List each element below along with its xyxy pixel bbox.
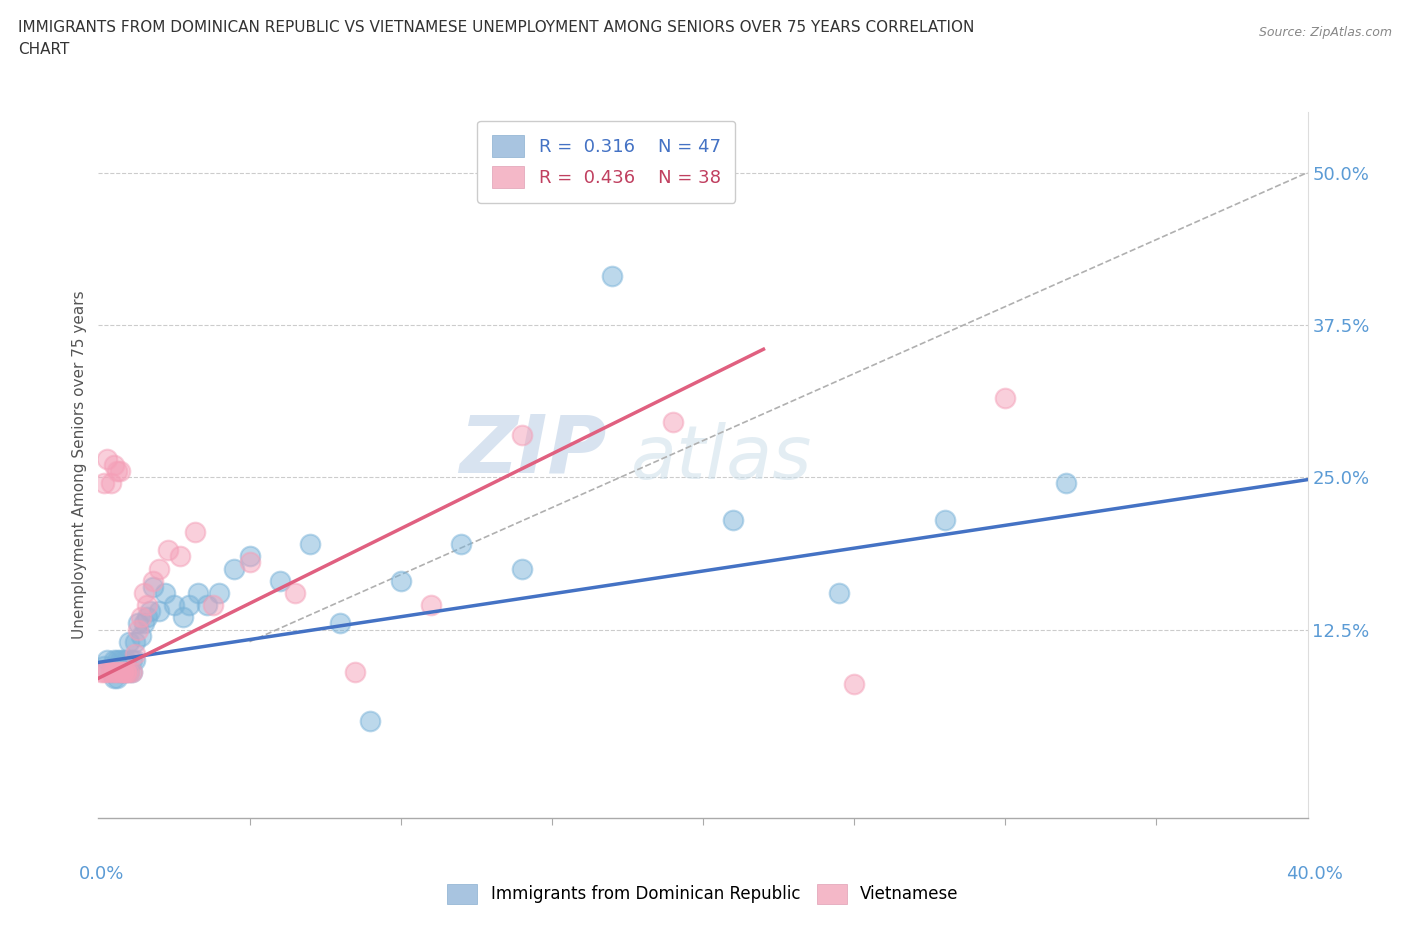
Point <box>1054 476 1077 491</box>
Text: ZIP: ZIP <box>458 412 606 490</box>
Point <box>184 525 207 539</box>
Point <box>224 561 246 576</box>
Legend: R =  0.316    N = 47, R =  0.436    N = 38: R = 0.316 N = 47, R = 0.436 N = 38 <box>478 121 735 203</box>
Point <box>103 653 125 668</box>
Point <box>208 586 231 601</box>
Point <box>111 665 134 680</box>
Point <box>90 665 112 680</box>
Point <box>187 586 209 601</box>
Point <box>100 665 122 680</box>
Point <box>132 586 155 601</box>
Point <box>114 665 136 680</box>
Point <box>100 665 122 680</box>
Point <box>299 537 322 551</box>
Point <box>344 665 367 680</box>
Point <box>105 665 128 680</box>
Point <box>360 713 382 728</box>
Point <box>108 665 131 680</box>
Point <box>121 665 143 680</box>
Point <box>142 579 165 594</box>
Point <box>105 464 128 479</box>
Point <box>93 665 115 680</box>
Point <box>994 391 1017 405</box>
Point <box>389 573 412 588</box>
Point <box>153 586 176 601</box>
Point <box>118 634 141 649</box>
Point <box>96 665 118 680</box>
Point <box>124 634 146 649</box>
Point <box>661 415 683 430</box>
Point <box>127 622 149 637</box>
Text: atlas: atlas <box>630 422 811 494</box>
Point <box>284 586 307 601</box>
Point <box>103 458 125 472</box>
Point <box>108 653 131 668</box>
Point <box>142 573 165 588</box>
Point <box>100 476 122 491</box>
Text: Source: ZipAtlas.com: Source: ZipAtlas.com <box>1258 26 1392 39</box>
Text: IMMIGRANTS FROM DOMINICAN REPUBLIC VS VIETNAMESE UNEMPLOYMENT AMONG SENIORS OVER: IMMIGRANTS FROM DOMINICAN REPUBLIC VS VI… <box>18 20 974 35</box>
Point <box>121 665 143 680</box>
Point <box>172 610 194 625</box>
Point <box>118 665 141 680</box>
Point <box>96 653 118 668</box>
Point <box>148 604 170 618</box>
Point <box>108 665 131 680</box>
Point <box>111 665 134 680</box>
Point <box>103 671 125 685</box>
Point <box>148 561 170 576</box>
Point <box>105 653 128 668</box>
Point <box>179 598 201 613</box>
Point <box>124 653 146 668</box>
Point <box>420 598 443 613</box>
Point <box>121 653 143 668</box>
Point <box>934 512 956 527</box>
Point <box>111 665 134 680</box>
Point <box>96 451 118 466</box>
Point <box>124 646 146 661</box>
Point <box>329 616 352 631</box>
Point <box>108 464 131 479</box>
Point <box>118 665 141 680</box>
Point <box>202 598 225 613</box>
Point <box>139 604 162 618</box>
Legend: Immigrants from Dominican Republic, Vietnamese: Immigrants from Dominican Republic, Viet… <box>439 875 967 912</box>
Point <box>156 543 179 558</box>
Point <box>510 561 533 576</box>
Point <box>195 598 218 613</box>
Point <box>129 610 152 625</box>
Point <box>239 549 262 564</box>
Text: CHART: CHART <box>18 42 70 57</box>
Point <box>114 653 136 668</box>
Point <box>723 512 745 527</box>
Point <box>163 598 186 613</box>
Point <box>129 628 152 643</box>
Point <box>602 269 624 284</box>
Point <box>111 653 134 668</box>
Point <box>239 555 262 570</box>
Point <box>105 671 128 685</box>
Text: 0.0%: 0.0% <box>79 865 124 883</box>
Point <box>127 616 149 631</box>
Y-axis label: Unemployment Among Seniors over 75 years: Unemployment Among Seniors over 75 years <box>72 291 87 639</box>
Point <box>450 537 472 551</box>
Point <box>269 573 291 588</box>
Point <box>828 586 851 601</box>
Point <box>169 549 191 564</box>
Point <box>510 427 533 442</box>
Point <box>93 476 115 491</box>
Text: 40.0%: 40.0% <box>1286 865 1343 883</box>
Point <box>114 665 136 680</box>
Point <box>132 616 155 631</box>
Point <box>114 665 136 680</box>
Point <box>135 610 157 625</box>
Point <box>844 677 866 692</box>
Point <box>93 658 115 673</box>
Point <box>103 665 125 680</box>
Point <box>135 598 157 613</box>
